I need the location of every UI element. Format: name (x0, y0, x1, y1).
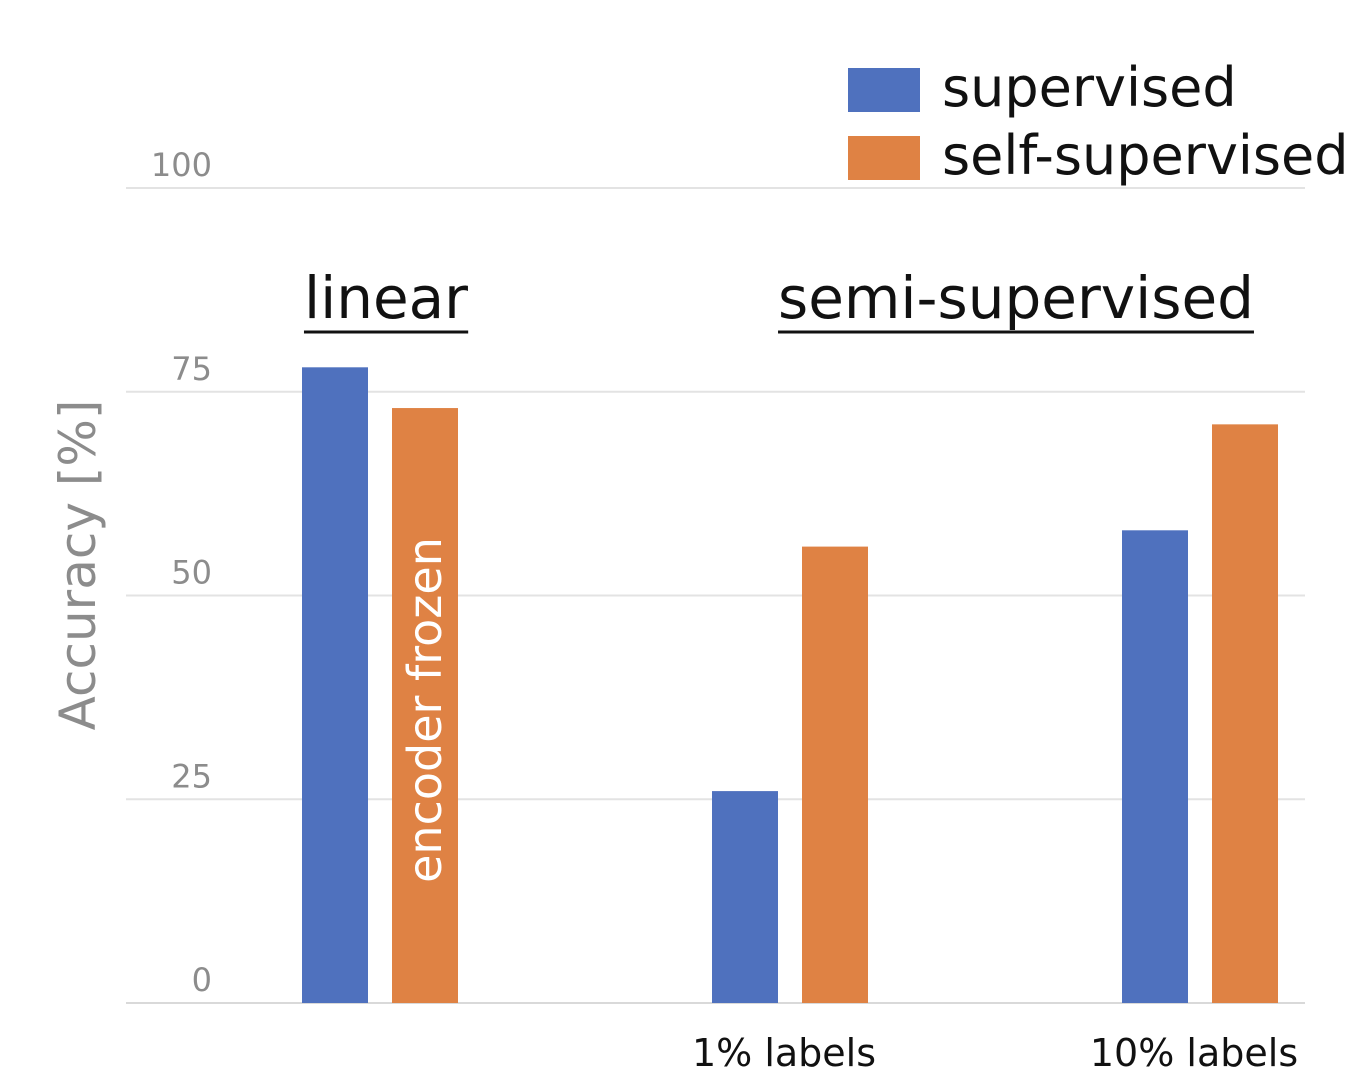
legend-label-supervised: supervised (942, 56, 1237, 119)
bar-self-supervised (392, 408, 458, 1003)
bar-self-supervised (1212, 424, 1278, 1004)
section-label-linear: linear (304, 264, 468, 332)
bars (302, 367, 1278, 1004)
section-label-semi-supervised: semi-supervised (778, 264, 1254, 332)
legend: supervised self-supervised (848, 56, 1349, 187)
y-tick-label: 25 (171, 757, 212, 795)
encoder-frozen-annotation: encoder frozen (398, 537, 452, 883)
y-tick-label: 100 (151, 146, 212, 184)
y-tick-labels: 0 25 50 75 100 (151, 146, 212, 999)
y-tick-label: 75 (171, 350, 212, 388)
bar-supervised (1122, 530, 1188, 1003)
x-category-label: 1% labels (692, 1031, 876, 1075)
x-category-label: 10% labels (1090, 1031, 1298, 1075)
y-axis-label: Accuracy [%] (49, 400, 107, 731)
y-tick-label: 50 (171, 554, 212, 592)
legend-swatch-supervised (848, 68, 920, 112)
legend-swatch-self-supervised (848, 136, 920, 180)
bar-self-supervised (802, 546, 868, 1003)
bar-supervised (712, 791, 778, 1003)
bar-supervised (302, 367, 368, 1003)
legend-label-self-supervised: self-supervised (942, 124, 1349, 187)
y-tick-label: 0 (192, 961, 212, 999)
x-category-labels: 1% labels 10% labels (692, 1031, 1298, 1075)
